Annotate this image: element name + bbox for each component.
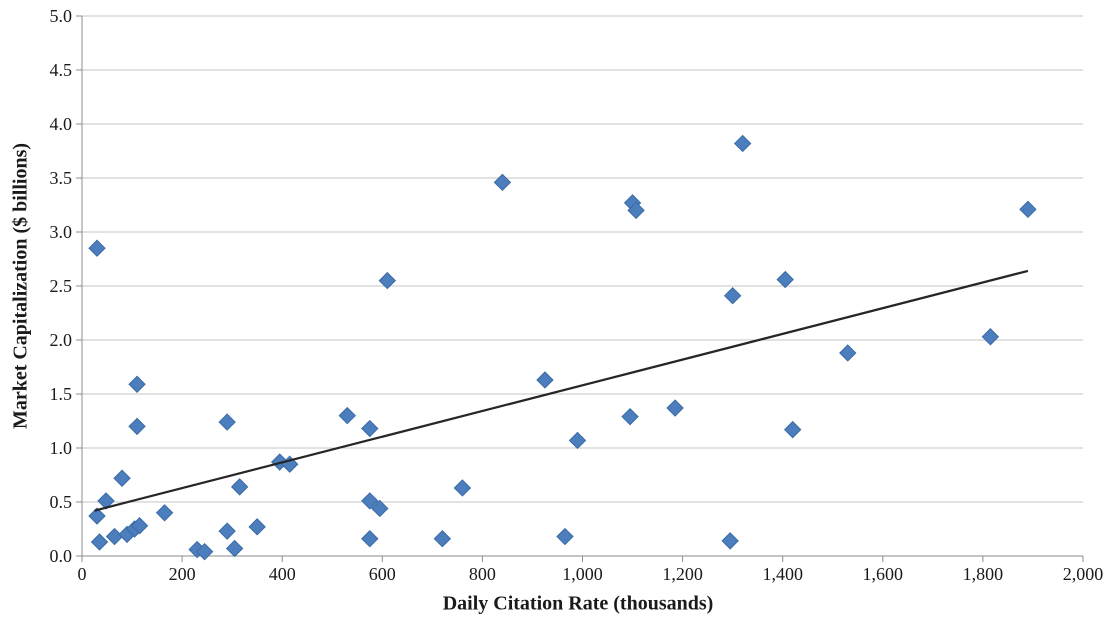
data-point: [155, 504, 174, 522]
data-point: [378, 271, 397, 290]
data-point: [784, 420, 802, 439]
data-point: [230, 478, 249, 496]
x-tick-label: 1,600: [863, 564, 904, 584]
y-tick-label: 4.5: [50, 60, 73, 80]
data-point: [839, 344, 857, 362]
data-point: [536, 371, 554, 389]
data-point: [723, 287, 742, 305]
y-tick-label: 5.0: [50, 6, 73, 26]
data-point: [721, 532, 739, 550]
x-tick-label: 200: [169, 564, 196, 584]
y-tick-label: 2.0: [50, 330, 73, 350]
data-point: [130, 517, 149, 535]
data-point: [90, 533, 109, 551]
data-point: [218, 522, 236, 540]
data-point: [338, 406, 356, 425]
y-tick-label: 3.5: [50, 168, 73, 188]
data-point: [371, 499, 389, 518]
data-point: [433, 530, 452, 548]
data-point: [195, 542, 214, 561]
data-point: [128, 375, 146, 393]
data-point: [666, 399, 684, 417]
y-tick-label: 1.5: [50, 384, 73, 404]
data-point: [128, 417, 146, 436]
x-tick-label: 1,000: [562, 564, 603, 584]
y-tick-label: 0.0: [50, 546, 73, 566]
x-tick-label: 600: [369, 564, 396, 584]
data-point: [568, 431, 587, 450]
y-axis-title: Market Capitalization ($ billions): [9, 142, 32, 430]
data-point: [248, 518, 266, 536]
data-point: [218, 413, 236, 431]
x-tick-label: 1,400: [762, 564, 803, 584]
data-point: [621, 407, 639, 426]
x-tick-label: 400: [269, 564, 296, 584]
x-tick-label: 1,200: [662, 564, 703, 584]
data-point: [97, 492, 115, 510]
data-point: [361, 419, 379, 438]
y-tick-label: 2.5: [50, 276, 73, 296]
data-point: [776, 270, 794, 289]
data-point: [225, 539, 244, 558]
data-point: [105, 527, 124, 546]
trendline: [94, 269, 1029, 512]
data-point: [361, 492, 379, 510]
data-point: [88, 239, 106, 257]
x-axis-title: Daily Citation Rate (thousands): [442, 592, 714, 615]
y-tick-label: 3.0: [50, 222, 73, 242]
y-tick-label: 1.0: [50, 438, 73, 458]
data-point: [453, 479, 472, 497]
data-point: [733, 134, 752, 153]
y-tick-label: 0.5: [50, 492, 73, 512]
x-tick-label: 1,800: [963, 564, 1004, 584]
x-tick-label: 800: [469, 564, 496, 584]
data-point: [113, 469, 131, 487]
data-point: [493, 173, 512, 192]
data-point: [88, 507, 106, 525]
y-tick-label: 4.0: [50, 114, 73, 134]
x-tick-label: 0: [78, 564, 87, 584]
data-point: [981, 328, 1000, 346]
data-point: [556, 527, 574, 546]
x-tick-label: 2,000: [1063, 564, 1104, 584]
data-point: [627, 201, 645, 220]
data-point: [1019, 200, 1037, 219]
data-point: [361, 530, 379, 548]
